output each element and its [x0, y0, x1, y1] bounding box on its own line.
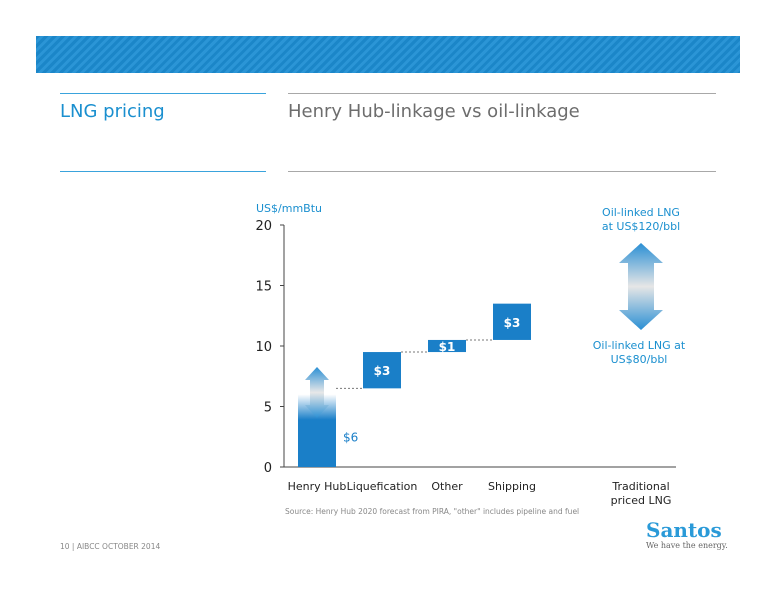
logo-wordmark: Santos	[646, 518, 722, 542]
y-tick-label: 0	[264, 461, 272, 476]
y-tick-label: 20	[255, 219, 272, 234]
right-title-top-rule	[288, 93, 716, 94]
y-tick-label: 15	[255, 280, 272, 295]
x-tick-label: Other	[431, 480, 463, 493]
bar-shipping	[493, 303, 531, 340]
left-title-top-rule	[60, 93, 266, 94]
annotation-bottom: Oil-linked LNG at US$80/bbl	[593, 339, 686, 366]
x-tick-label: Shipping	[488, 480, 536, 493]
bar-liquefication	[363, 352, 401, 389]
source-note: Source: Henry Hub 2020 forecast from PIR…	[285, 507, 580, 516]
left-title-bottom-rule	[60, 171, 266, 172]
x-tick-label: Henry Hub	[288, 480, 347, 493]
right-title-bottom-rule	[288, 171, 716, 172]
header-banner	[36, 36, 740, 73]
y-tick-label: 10	[255, 340, 272, 355]
y-axis-label: US$/mmBtu	[256, 202, 322, 215]
section-title: LNG pricing	[60, 101, 165, 122]
annotation-top: Oil-linked LNG at US$120/bbl	[602, 206, 680, 233]
logo-tagline: We have the energy.	[646, 541, 728, 550]
slide-title: Henry Hub-linkage vs oil-linkage	[288, 101, 580, 122]
y-tick-label: 5	[264, 401, 272, 416]
x-tick-label: Traditional priced LNG	[611, 480, 672, 507]
page-footer: 10 | AIBCC OCTOBER 2014	[60, 542, 161, 551]
data-label: $6	[343, 431, 358, 445]
data-label: $3	[374, 364, 391, 378]
data-label: $1	[439, 340, 456, 354]
data-label: $3	[504, 316, 521, 330]
bar-other	[428, 339, 466, 353]
x-tick-label: Liquefication	[347, 480, 418, 493]
santos-logo: Santos We have the energy.	[646, 520, 728, 550]
double-arrow-icon	[305, 367, 329, 418]
range-arrow-icon	[619, 243, 663, 330]
